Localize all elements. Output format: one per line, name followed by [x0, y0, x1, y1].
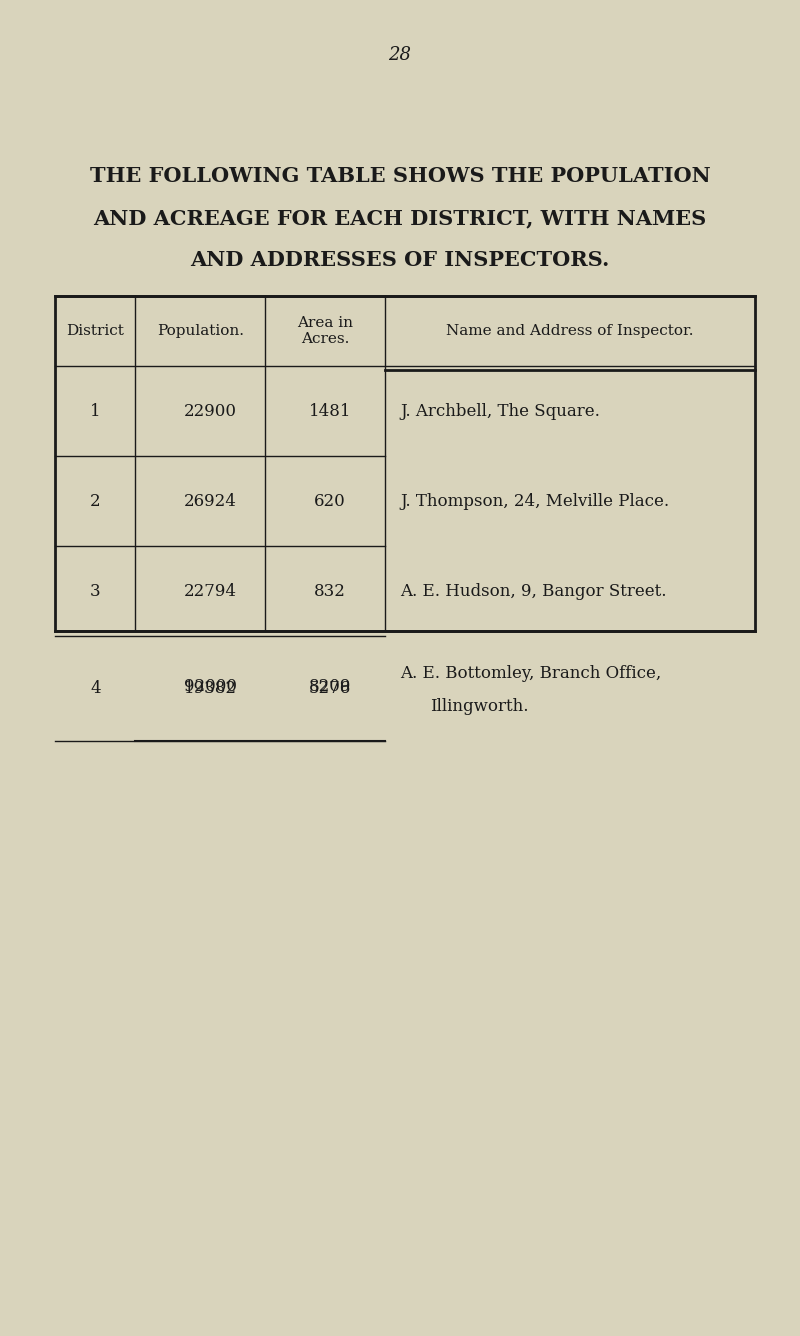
Text: AND ADDRESSES OF INSPECTORS.: AND ADDRESSES OF INSPECTORS.	[190, 250, 610, 270]
Text: 832: 832	[314, 582, 346, 600]
Text: 22900: 22900	[184, 402, 237, 420]
Text: A. E. Bottomley, Branch Office,: A. E. Bottomley, Branch Office,	[400, 665, 662, 681]
Text: Area in
Acres.: Area in Acres.	[297, 315, 353, 346]
Text: Population.: Population.	[157, 325, 244, 338]
Text: A. E. Hudson, 9, Bangor Street.: A. E. Hudson, 9, Bangor Street.	[400, 582, 666, 600]
Text: THE FOLLOWING TABLE SHOWS THE POPULATION: THE FOLLOWING TABLE SHOWS THE POPULATION	[90, 166, 710, 186]
Text: 3: 3	[90, 582, 101, 600]
Text: AND ACREAGE FOR EACH DISTRICT, WITH NAMES: AND ACREAGE FOR EACH DISTRICT, WITH NAME…	[94, 208, 706, 228]
Text: J. Archbell, The Square.: J. Archbell, The Square.	[400, 402, 600, 420]
Text: 2: 2	[90, 493, 101, 509]
Text: District: District	[66, 325, 124, 338]
Text: 1: 1	[90, 402, 101, 420]
Text: 620: 620	[314, 493, 346, 509]
Text: 4: 4	[90, 680, 101, 697]
Text: Illingworth.: Illingworth.	[430, 697, 529, 715]
Text: 5276: 5276	[309, 680, 351, 697]
Text: 26924: 26924	[184, 493, 237, 509]
Bar	[55, 297, 754, 631]
Text: 92000: 92000	[184, 677, 237, 695]
Text: Name and Address of Inspector.: Name and Address of Inspector.	[446, 325, 694, 338]
Text: 8209: 8209	[309, 677, 351, 695]
Text: J. Thompson, 24, Melville Place.: J. Thompson, 24, Melville Place.	[400, 493, 669, 509]
Text: 22794: 22794	[184, 582, 237, 600]
Text: 1481: 1481	[309, 402, 351, 420]
Text: 19382: 19382	[184, 680, 237, 697]
Text: 28: 28	[389, 45, 411, 64]
